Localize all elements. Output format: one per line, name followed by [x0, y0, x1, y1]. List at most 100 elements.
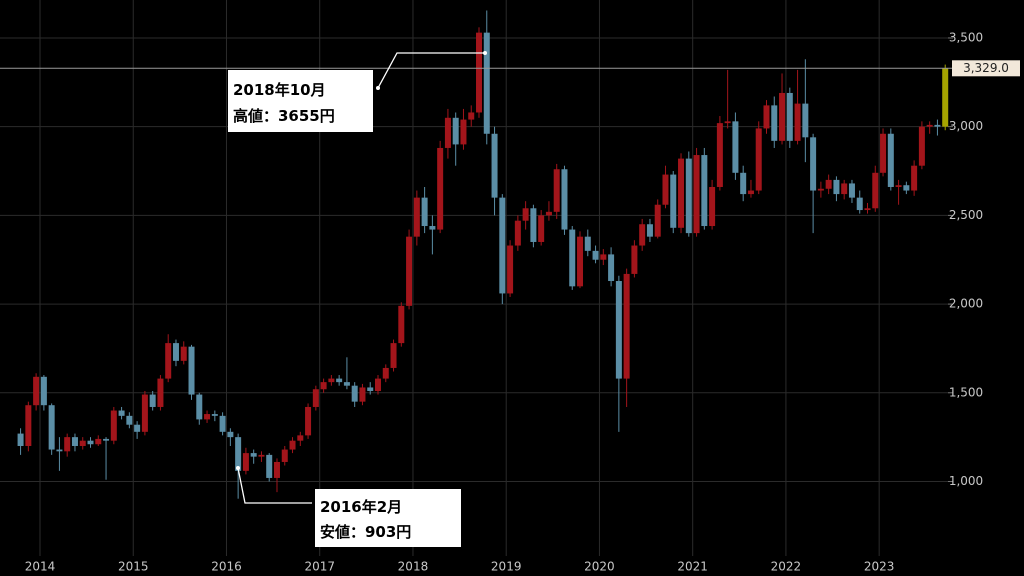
candle-body	[172, 343, 179, 361]
candle-body	[328, 378, 335, 383]
candle-body	[786, 92, 793, 141]
candle-body	[779, 92, 786, 141]
candle-body	[864, 208, 871, 211]
overlay: 3,329.0	[0, 60, 1020, 77]
candle-body	[180, 346, 187, 361]
y-tick-label: 3,500	[949, 30, 983, 44]
candle-body	[685, 158, 692, 234]
candle-body	[188, 346, 195, 395]
candle-body	[134, 424, 141, 432]
candle-body	[444, 117, 451, 148]
price-tag-label: 3,329.0	[963, 61, 1009, 75]
candle-body	[118, 410, 125, 416]
candle-body	[802, 103, 809, 138]
candle-body	[390, 343, 397, 368]
candle-body	[413, 197, 420, 237]
candle-body	[755, 128, 762, 191]
candle-body	[810, 137, 817, 191]
candle-body	[833, 179, 840, 195]
candle-body	[406, 236, 413, 306]
candle-body	[468, 112, 475, 120]
candle-body	[615, 281, 622, 379]
candle-body	[740, 172, 747, 195]
annotation-text: 高値：3655円	[233, 107, 335, 125]
candle-body	[561, 169, 568, 230]
candle-body	[763, 105, 770, 129]
candle-body	[312, 389, 319, 407]
candle-body	[196, 394, 203, 420]
candle-body	[771, 105, 778, 141]
candle-body	[631, 245, 638, 274]
candle-body	[880, 133, 887, 173]
candle-body	[460, 119, 467, 145]
candle-body	[336, 378, 343, 383]
candle-body	[48, 405, 55, 450]
candle-body	[398, 305, 405, 344]
candle-body	[110, 410, 117, 441]
candle-body	[545, 211, 552, 216]
candle-body	[165, 343, 172, 379]
candle-body	[235, 437, 242, 471]
candle-body	[709, 186, 716, 227]
candle-body	[732, 121, 739, 173]
candle-body	[499, 197, 506, 294]
x-tick-label: 2018	[398, 560, 429, 574]
candle-body	[841, 183, 848, 195]
x-tick-label: 2019	[491, 560, 522, 574]
candle-body	[895, 185, 902, 187]
candle-body	[79, 440, 86, 447]
candle-body	[670, 174, 677, 228]
candle-body	[918, 126, 925, 166]
candle-body	[103, 438, 110, 441]
candle-body	[483, 32, 490, 134]
candle-body	[17, 433, 24, 447]
candle-body	[716, 123, 723, 187]
candle-body	[569, 229, 576, 287]
candles	[17, 10, 949, 499]
candle-body	[639, 224, 646, 246]
leader-dot	[376, 86, 380, 90]
leader-dot	[483, 51, 487, 55]
candle-body	[724, 121, 731, 124]
y-tick-label: 2,500	[949, 208, 983, 222]
candle-body	[141, 394, 148, 432]
candle-body	[553, 169, 560, 212]
annotation-box	[315, 489, 461, 547]
candle-body	[343, 382, 350, 386]
candle-body	[817, 188, 824, 191]
candle-body	[794, 103, 801, 141]
candle-body	[538, 215, 545, 242]
candle-body	[600, 254, 607, 260]
x-tick-label: 2020	[584, 560, 615, 574]
candle-body	[856, 197, 863, 211]
candle-body	[577, 236, 584, 287]
candle-body	[250, 453, 257, 457]
x-tick-label: 2023	[864, 560, 895, 574]
candle-body	[242, 453, 249, 471]
annotation-text: 2016年2月	[320, 498, 402, 516]
candle-body	[87, 440, 94, 445]
annotation-leader	[377, 52, 485, 89]
candle-body	[219, 415, 226, 432]
candle-body	[437, 147, 444, 230]
candle-body	[476, 32, 483, 113]
candle-body	[204, 414, 211, 420]
candle-body	[825, 179, 832, 189]
candle-body	[911, 165, 918, 191]
candle-body	[522, 208, 529, 221]
annotation-text: 安値：903円	[320, 523, 411, 541]
candle-body	[258, 454, 265, 457]
candle-body	[848, 183, 855, 198]
x-tick-label: 2016	[211, 560, 242, 574]
candle-body	[507, 245, 514, 294]
candle-body	[584, 236, 591, 251]
candle-body	[71, 437, 78, 447]
y-tick-label: 1,500	[949, 385, 983, 399]
candle-body	[382, 367, 389, 379]
y-tick-label: 3,000	[949, 119, 983, 133]
candle-body	[592, 250, 599, 260]
candle-body	[903, 185, 910, 191]
candle-body	[40, 376, 47, 406]
x-tick-label: 2022	[771, 560, 802, 574]
